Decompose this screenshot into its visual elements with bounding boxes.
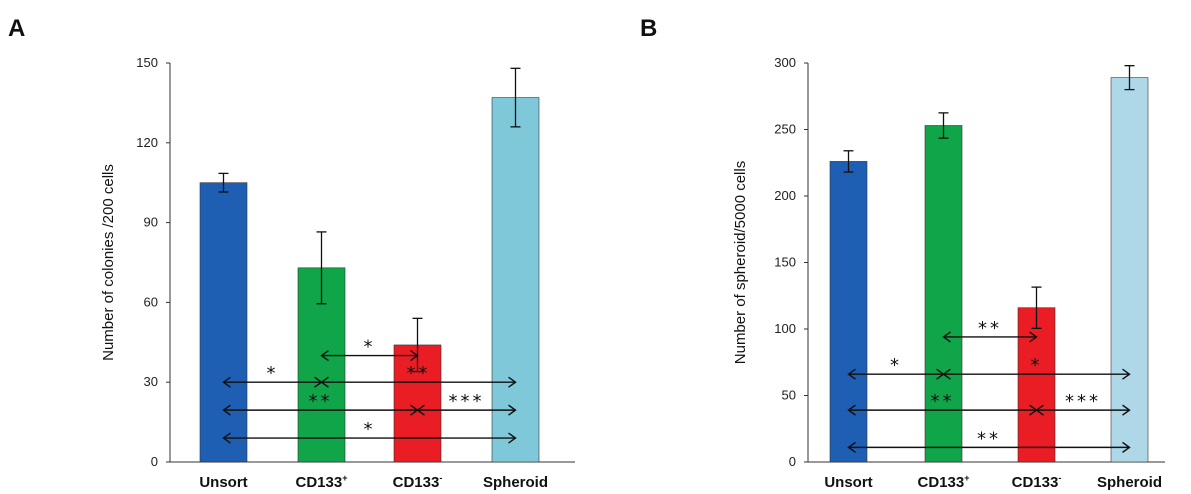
chart-b-y-tick-label: 300: [774, 55, 796, 70]
chart-a-arrowhead: [416, 404, 425, 416]
chart-a-y-axis-title: Number of colonies /200 cells: [100, 164, 117, 361]
chart-a-significance-label: *: [267, 363, 279, 384]
chart-a-category-label: CD133+: [296, 473, 348, 491]
chart-b-y-tick-label: 250: [774, 122, 796, 137]
chart-a: 0 30 60 90 120 150 Number of colonies /200 cel…: [100, 55, 575, 491]
chart-a-y-tick-label: 30: [144, 374, 158, 389]
chart-a-arrowhead: [410, 350, 419, 362]
chart-b-significance-label: **: [977, 428, 1001, 449]
chart-b-arrowhead: [942, 331, 951, 343]
chart-a-y-tick-label: 60: [144, 294, 158, 309]
chart-a-y-tick-label: 90: [144, 215, 158, 230]
chart-b-significance-label: *: [890, 355, 902, 376]
chart-b-arrowhead: [942, 368, 951, 380]
chart-b-y-tick-label: 200: [774, 188, 796, 203]
chart-b-arrowhead: [847, 404, 856, 416]
chart-b-bar: [1017, 307, 1056, 463]
chart-a-arrowhead: [320, 350, 329, 362]
chart-a-arrowhead: [508, 404, 517, 416]
chart-a-y-tick-label: 120: [136, 135, 158, 150]
chart-b: 0 50 100 150 200 250 300 Number of spheroid/500…: [732, 55, 1165, 491]
chart-b-significance-label: **: [931, 391, 955, 412]
chart-b-arrowhead: [1035, 404, 1044, 416]
chart-b-arrowhead: [1122, 368, 1131, 380]
chart-a-arrowhead: [222, 404, 231, 416]
chart-a-category-label: CD133-: [393, 473, 443, 491]
chart-a-bar: [491, 97, 540, 463]
panel-letter-b: B: [640, 15, 657, 42]
chart-a-bar: [199, 182, 248, 463]
panel-letter-a: A: [8, 15, 25, 42]
chart-b-arrowhead: [1029, 331, 1038, 343]
chart-a-category-label: Spheroid: [483, 474, 548, 491]
chart-a-y-tick-label: 150: [136, 55, 158, 70]
chart-a-arrowhead: [508, 432, 517, 444]
chart-a-arrowhead: [320, 376, 329, 388]
chart-a-arrowhead: [508, 376, 517, 388]
chart-a-significance-label: ***: [449, 391, 485, 412]
chart-b-arrowhead: [1122, 404, 1131, 416]
chart-b-arrowhead: [847, 441, 856, 453]
chart-b-category-label: Spheroid: [1097, 474, 1162, 491]
chart-b-bar: [924, 125, 963, 463]
chart-a-significance-label: *: [364, 337, 376, 358]
chart-b-y-tick-label: 100: [774, 321, 796, 336]
chart-b-category-label: CD133-: [1012, 473, 1062, 491]
chart-a-arrowhead: [222, 432, 231, 444]
chart-a-significance-label: *: [364, 419, 376, 440]
chart-b-y-tick-label: 50: [782, 388, 796, 403]
chart-b-category-label: CD133+: [918, 473, 970, 491]
chart-b-y-tick-label: 150: [774, 255, 796, 270]
chart-b-arrowhead: [847, 368, 856, 380]
chart-b-bar: [829, 161, 868, 463]
chart-b-arrowhead: [1122, 441, 1131, 453]
chart-a-significance-label: **: [309, 391, 333, 412]
chart-b-y-axis-title: Number of spheroid/5000 cells: [732, 161, 749, 364]
chart-b-significance-label: **: [978, 318, 1002, 339]
chart-b-significance-label: *: [1031, 355, 1043, 376]
chart-b-significance-label: ***: [1065, 391, 1101, 412]
chart-a-significance-label: **: [407, 363, 431, 384]
chart-b-bar: [1110, 77, 1149, 463]
chart-b-category-label: Unsort: [824, 474, 872, 491]
chart-a-arrowhead: [222, 376, 231, 388]
chart-a-y-tick-label: 0: [151, 454, 158, 469]
chart-a-category-label: Unsort: [199, 474, 247, 491]
chart-b-y-tick-label: 0: [789, 454, 796, 469]
